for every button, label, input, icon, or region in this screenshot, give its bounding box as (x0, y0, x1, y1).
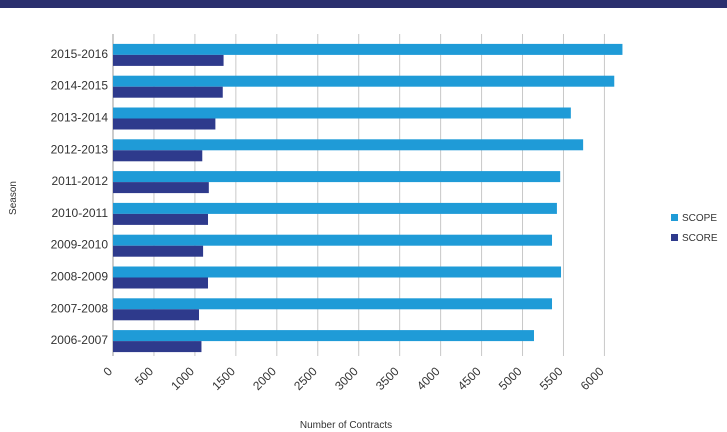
bar-score (113, 245, 204, 257)
bar-scope (113, 234, 553, 246)
x-tick-label: 5500 (537, 364, 566, 393)
header-band (0, 0, 727, 8)
y-tick-label: 2006-2007 (51, 333, 109, 347)
y-tick-label: 2008-2009 (51, 270, 109, 284)
bar-score (113, 309, 199, 321)
bar-scope (113, 139, 584, 151)
bar-score (113, 150, 203, 162)
x-tick-label: 1000 (168, 364, 197, 393)
y-tick-labels: 2015-2016 2014-2015 2013-2014 2012-2013 2011… (51, 47, 109, 347)
y-tick-label: 2015-2016 (51, 47, 109, 61)
x-tick-labels: 0 500 1000 1500 2000 2500 3000 3500 4000 4500 5000… (100, 364, 606, 393)
bar-score (113, 213, 209, 225)
y-tick-label: 2009-2010 (51, 238, 109, 252)
y-axis-title: Season (8, 181, 19, 215)
bar-score (113, 182, 209, 194)
bar-scope (113, 107, 571, 119)
y-tick-label: 2014-2015 (51, 79, 109, 93)
bar-score (113, 277, 209, 289)
y-tick-label: 2011-2012 (52, 174, 109, 188)
y-tick-label: 2012-2013 (51, 142, 109, 156)
bar-score (113, 54, 224, 66)
x-tick-label: 2000 (250, 364, 279, 393)
bar-scope (113, 202, 557, 214)
legend: SCOPE SCORE (671, 213, 718, 244)
bar-scope (113, 171, 561, 183)
bar-score (113, 341, 202, 353)
legend-swatch-score (671, 234, 678, 241)
legend-label-score: SCORE (682, 233, 718, 244)
bar-scope (113, 43, 623, 55)
x-tick-label: 6000 (578, 364, 607, 393)
y-tick-label: 2007-2008 (51, 301, 109, 315)
x-axis-title: Number of Contracts (300, 420, 392, 431)
x-tick-label: 3500 (373, 364, 402, 393)
legend-label-scope: SCOPE (682, 213, 717, 224)
bar-score (113, 86, 223, 98)
bar-scope (113, 330, 534, 342)
y-tick-label: 2013-2014 (51, 111, 109, 125)
x-tick-label: 5000 (496, 364, 525, 393)
x-tick-label: 3000 (332, 364, 361, 393)
x-tick-label: 2500 (291, 364, 320, 393)
bar-scope (113, 75, 615, 87)
bars (113, 43, 623, 353)
bar-score (113, 118, 216, 130)
bar-scope (113, 298, 553, 310)
legend-swatch-scope (671, 214, 678, 221)
bar-scope (113, 266, 562, 278)
x-tick-label: 4500 (455, 364, 484, 393)
x-tick-label: 500 (132, 364, 156, 388)
x-tick-label: 4000 (414, 364, 443, 393)
y-tick-label: 2010-2011 (52, 206, 109, 220)
x-tick-label: 0 (100, 364, 115, 379)
x-tick-label: 1500 (209, 364, 238, 393)
